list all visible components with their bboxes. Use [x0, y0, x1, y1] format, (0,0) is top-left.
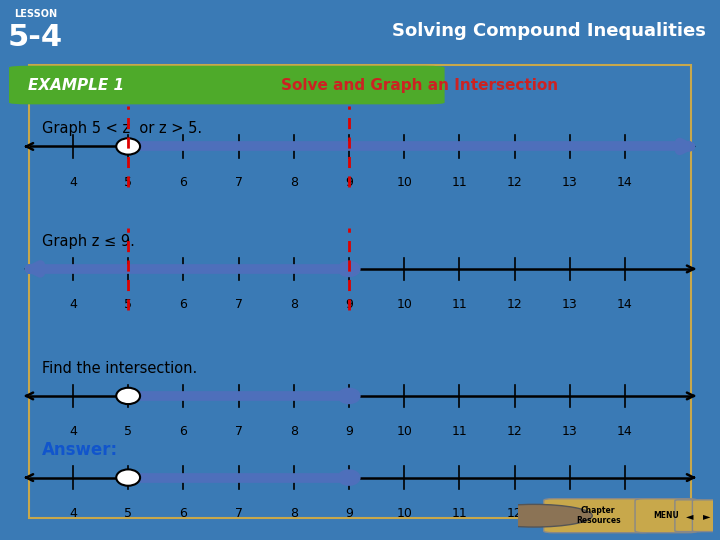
Circle shape — [338, 262, 359, 276]
Circle shape — [116, 388, 140, 404]
Text: 4: 4 — [69, 299, 77, 312]
FancyBboxPatch shape — [544, 499, 651, 532]
Text: 13: 13 — [562, 507, 577, 520]
Text: 4: 4 — [69, 176, 77, 189]
Text: 11: 11 — [451, 176, 467, 189]
Text: 5-4: 5-4 — [7, 23, 63, 52]
Circle shape — [116, 138, 140, 154]
Text: Answer:: Answer: — [42, 441, 118, 460]
Text: 4: 4 — [69, 507, 77, 520]
Text: 12: 12 — [507, 426, 523, 438]
Text: 10: 10 — [396, 507, 412, 520]
Text: 14: 14 — [617, 507, 633, 520]
Text: 13: 13 — [562, 176, 577, 189]
Text: 10: 10 — [396, 176, 412, 189]
Text: 12: 12 — [507, 176, 523, 189]
Text: 14: 14 — [617, 299, 633, 312]
Text: LESSON: LESSON — [14, 9, 58, 18]
Text: ►: ► — [703, 511, 711, 521]
Text: EXAMPLE 1: EXAMPLE 1 — [28, 78, 125, 92]
FancyBboxPatch shape — [693, 500, 719, 531]
Text: 12: 12 — [507, 507, 523, 520]
Text: 13: 13 — [562, 299, 577, 312]
Text: ◄: ◄ — [685, 511, 693, 521]
Text: 12: 12 — [507, 299, 523, 312]
Text: 10: 10 — [396, 299, 412, 312]
Text: 6: 6 — [179, 176, 187, 189]
Text: 11: 11 — [451, 299, 467, 312]
Text: 5: 5 — [124, 299, 132, 312]
Text: 6: 6 — [179, 299, 187, 312]
Text: 5: 5 — [124, 176, 132, 189]
Circle shape — [476, 504, 593, 527]
Text: 9: 9 — [345, 299, 353, 312]
Text: 7: 7 — [235, 426, 243, 438]
Text: 14: 14 — [617, 426, 633, 438]
FancyBboxPatch shape — [675, 500, 702, 531]
Text: 8: 8 — [289, 176, 298, 189]
Text: Solve and Graph an Intersection: Solve and Graph an Intersection — [281, 78, 557, 92]
Text: 7: 7 — [235, 176, 243, 189]
Text: 11: 11 — [451, 507, 467, 520]
Text: Chapter
Resources: Chapter Resources — [576, 506, 621, 525]
Text: 8: 8 — [289, 507, 298, 520]
Text: 6: 6 — [179, 426, 187, 438]
Circle shape — [338, 389, 359, 403]
Text: 4: 4 — [69, 426, 77, 438]
Text: 13: 13 — [562, 426, 577, 438]
Circle shape — [338, 470, 359, 485]
Text: Graph z ≤ 9.: Graph z ≤ 9. — [42, 234, 135, 249]
Text: 9: 9 — [345, 426, 353, 438]
Text: 10: 10 — [396, 426, 412, 438]
Text: Find the intersection.: Find the intersection. — [42, 361, 197, 376]
Circle shape — [116, 469, 140, 486]
Text: 7: 7 — [235, 507, 243, 520]
Text: 8: 8 — [289, 299, 298, 312]
Text: Graph 5 < z  or z > 5.: Graph 5 < z or z > 5. — [42, 121, 202, 136]
FancyBboxPatch shape — [9, 66, 445, 104]
FancyBboxPatch shape — [635, 499, 697, 532]
Text: 7: 7 — [235, 299, 243, 312]
Text: 9: 9 — [345, 176, 353, 189]
Text: 5: 5 — [124, 426, 132, 438]
Text: 9: 9 — [345, 507, 353, 520]
Text: 8: 8 — [289, 426, 298, 438]
Text: 5: 5 — [124, 507, 132, 520]
Text: MENU: MENU — [653, 511, 679, 520]
Text: 11: 11 — [451, 426, 467, 438]
Text: 14: 14 — [617, 176, 633, 189]
Text: Solving Compound Inequalities: Solving Compound Inequalities — [392, 22, 706, 40]
Text: 6: 6 — [179, 507, 187, 520]
